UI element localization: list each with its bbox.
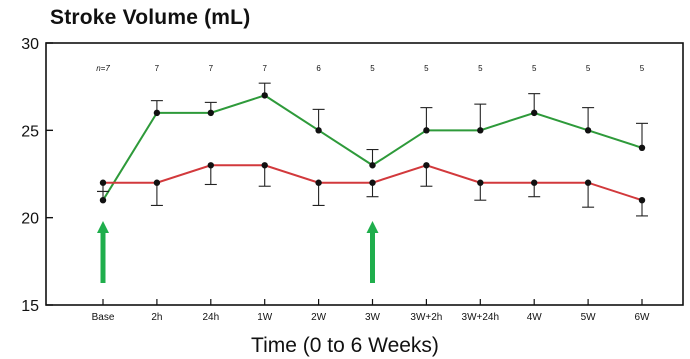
stroke-volume-chart: 15 20 25 30 Base 2h 24h 1W 2W 3W 3W+2h 3W+24h 4W 5W 6W… [21,36,684,323]
data-point [638,197,646,204]
n-label: n=7 [96,64,110,73]
x-tick-label: 3W+2h [410,312,442,323]
data-point [207,162,214,169]
x-tick-label: 6W [635,312,651,323]
n-label: 5 [640,64,645,73]
n-label: 6 [316,64,321,73]
x-axis-label: Time (0 to 6 Weeks) [251,334,439,357]
x-tick-label: 3W [365,312,381,323]
chart-title: Stroke Volume (mL) [50,6,251,29]
data-point [315,127,322,134]
y-tick-label: 25 [21,123,39,140]
n-label: 7 [262,64,267,73]
data-point [423,162,430,169]
data-point [207,109,214,117]
data-point [261,92,268,99]
data-point [584,179,592,186]
data-point [369,162,376,169]
data-point [477,179,484,186]
data-point [153,109,161,117]
n-label: 5 [478,64,483,73]
x-tick-label: 4W [527,312,543,323]
y-tick-label: 15 [21,298,39,315]
x-tick-label: 2W [311,312,327,323]
x-tick-label: 5W [581,312,597,323]
n-label: 5 [586,64,591,73]
data-point [638,144,646,151]
plot-frame [45,42,684,306]
x-tick-label: 3W+24h [462,312,500,323]
data-point [531,109,538,117]
n-label: 5 [370,64,375,73]
data-point [153,179,161,186]
arrow-marker [97,221,109,283]
x-tick-label: 1W [257,312,273,323]
y-tick-label: 30 [21,36,39,53]
data-point [477,127,484,134]
y-tick-label: 20 [21,211,39,228]
data-point [369,179,376,186]
data-point [584,127,592,134]
n-label: 7 [209,64,214,73]
n-label: 7 [155,64,160,73]
data-point [423,127,430,134]
n-label: 5 [532,64,537,73]
n-label: 5 [424,64,429,73]
data-point [99,179,107,186]
data-point [531,179,538,186]
x-tick-label: 24h [202,312,219,323]
data-point [261,162,268,169]
x-tick-label: 2h [151,312,162,323]
data-point [99,197,107,204]
arrow-marker [366,221,379,283]
x-tick-label: Base [92,312,115,323]
data-point [315,179,322,186]
